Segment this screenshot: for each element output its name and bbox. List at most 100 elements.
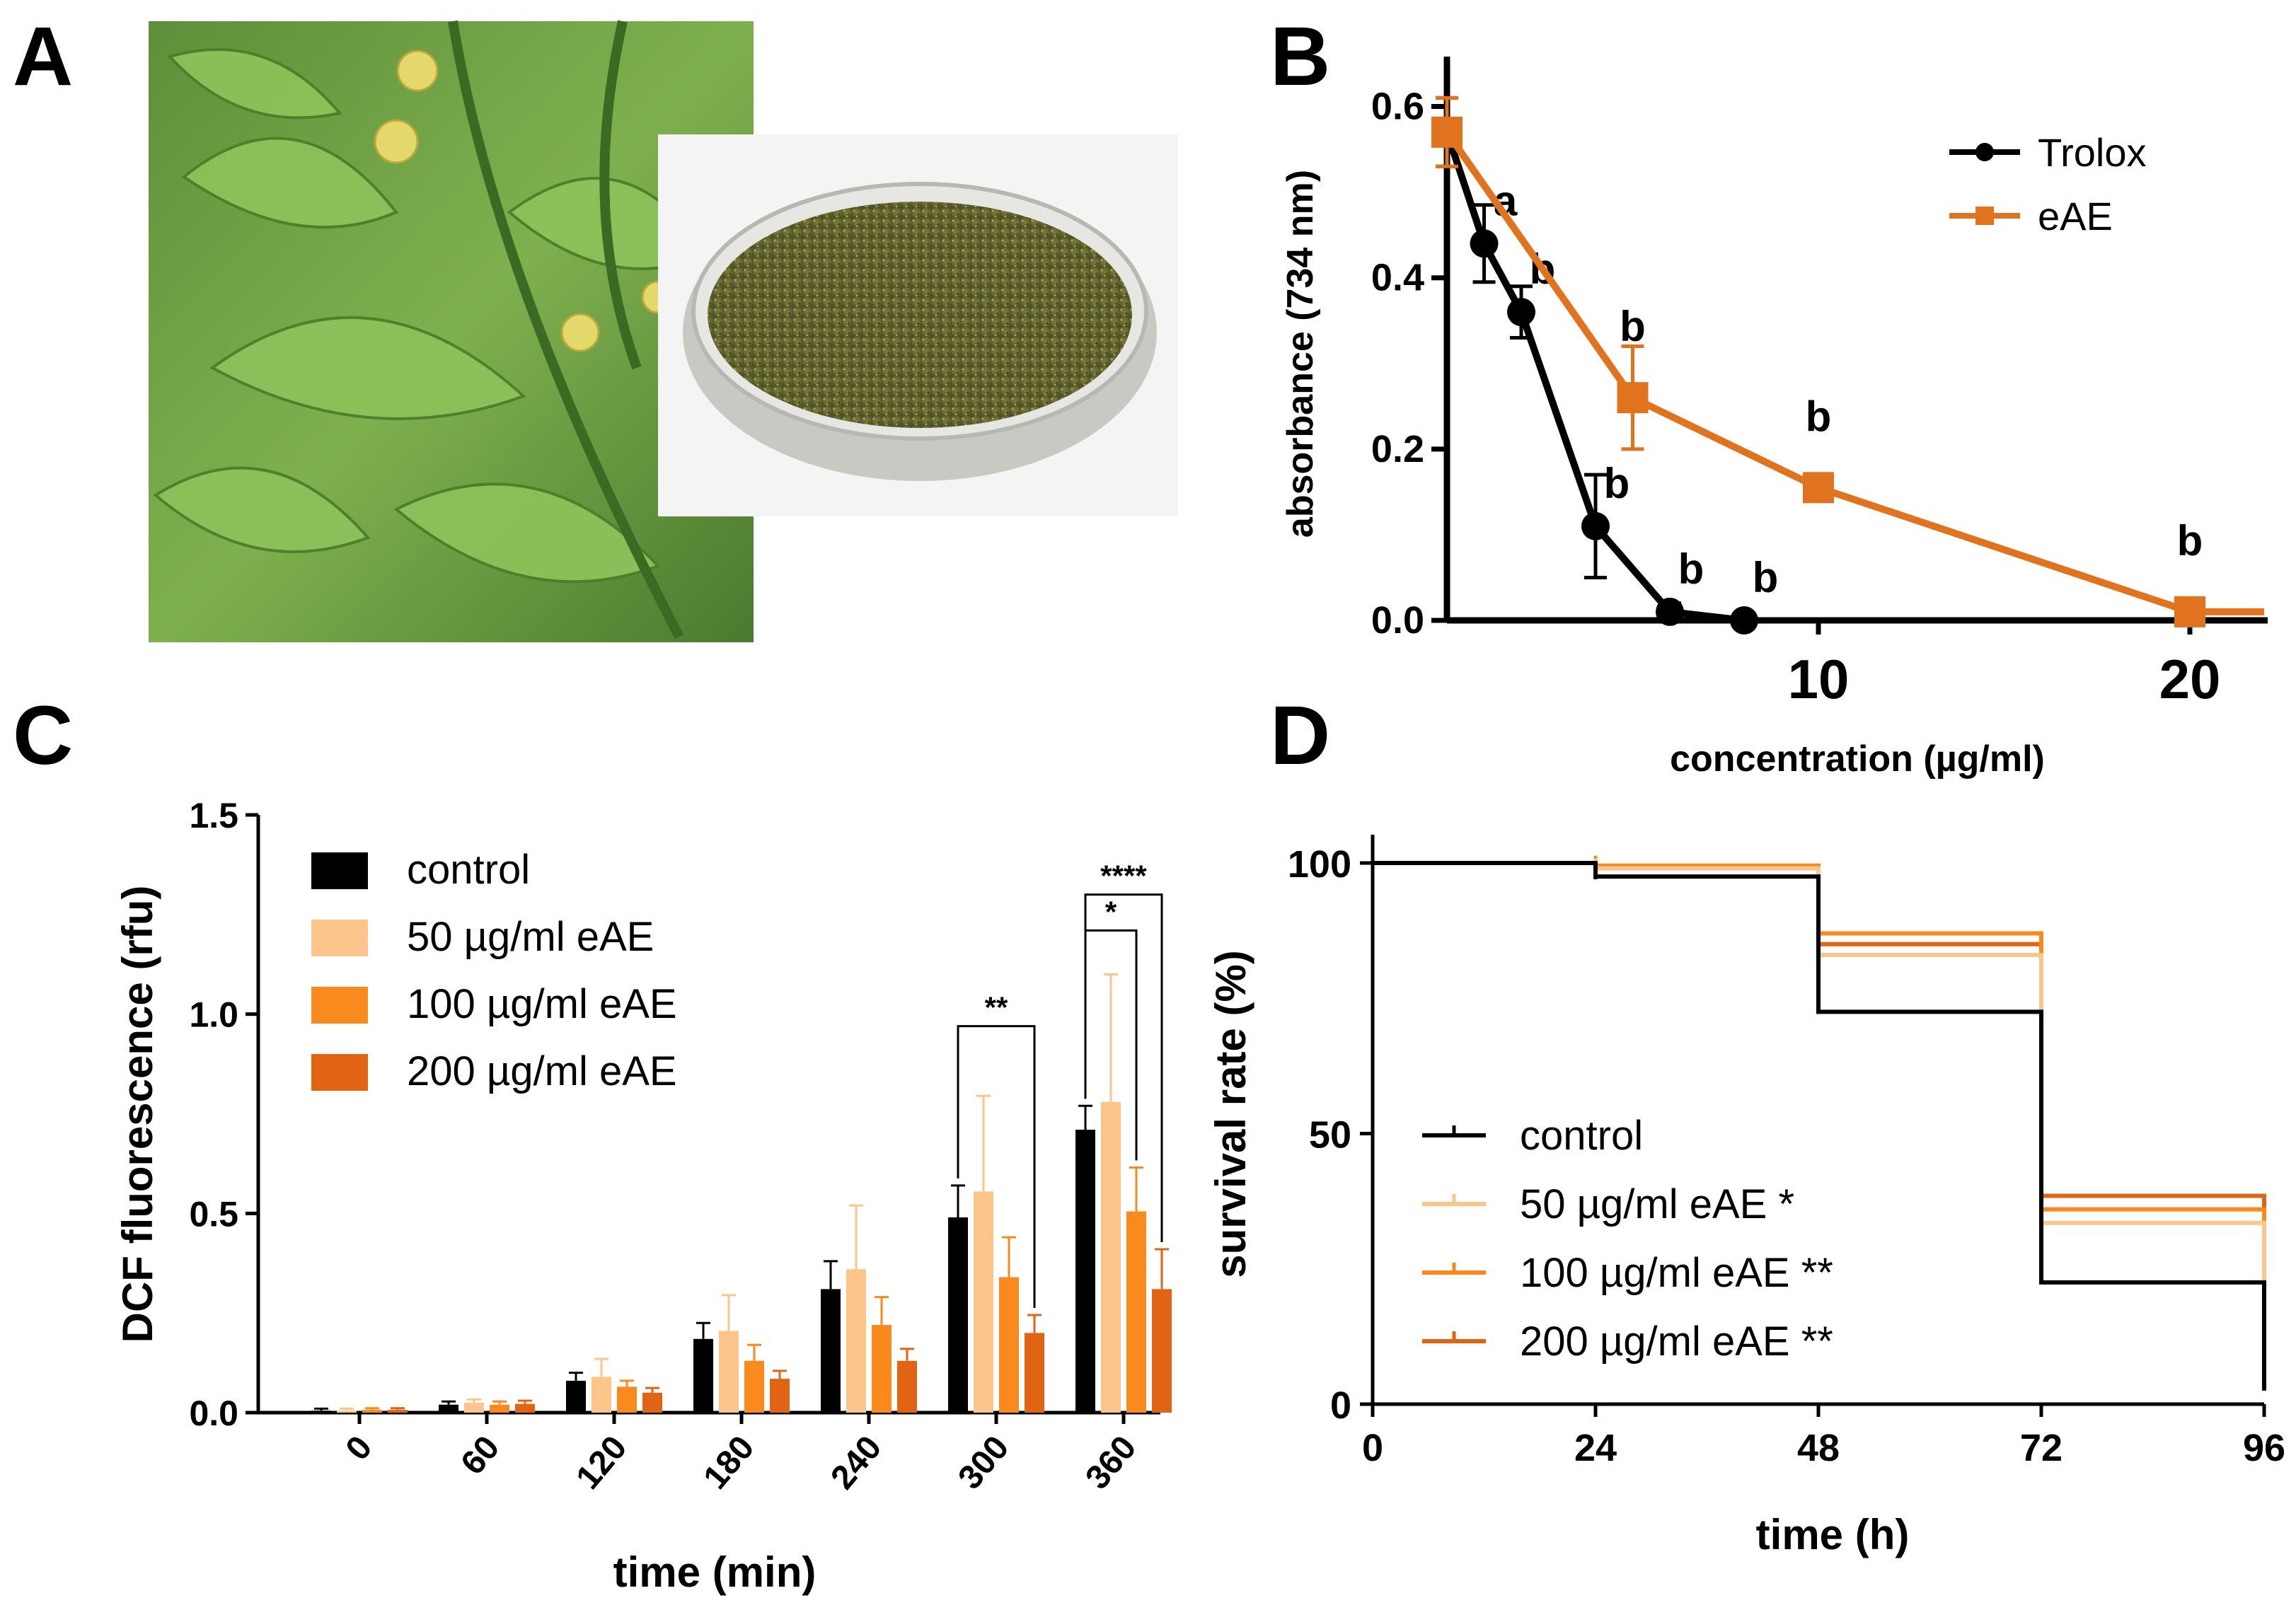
- c-bar-control: [566, 1380, 586, 1413]
- d-y-tick-label: 50: [1309, 1114, 1351, 1157]
- b-point-Trolox: [1470, 229, 1499, 258]
- chart-dcf-fluorescence: 0.0 0.5 1.0 1.5 0 60 120 180 240 300 360 time (mi…: [114, 796, 1172, 1596]
- c-bar-200 µg/ml eAE: [897, 1360, 917, 1413]
- c-y-axis-label: DCF fluorescence (rfu): [114, 886, 161, 1343]
- c-significance-label: ****: [1100, 859, 1147, 893]
- b-point-Trolox: [1656, 597, 1684, 626]
- b-point-Trolox: [1507, 298, 1535, 327]
- c-x-tick-label: 240: [824, 1429, 889, 1496]
- c-bar-100 µg/ml eAE: [362, 1410, 382, 1413]
- c-y-tick-label: 1.0: [189, 995, 238, 1035]
- c-legend-label: 100 µg/ml eAE: [407, 981, 677, 1027]
- b-significance-label: b: [1678, 545, 1704, 593]
- d-legend-label: control: [1520, 1113, 1643, 1159]
- c-bar-50 µg/ml eAE: [974, 1191, 993, 1413]
- b-y-tick-label: 0.2: [1371, 428, 1424, 470]
- c-bar-200 µg/ml eAE: [388, 1410, 408, 1413]
- c-bar-control: [821, 1289, 841, 1413]
- c-bar-100 µg/ml eAE: [1126, 1211, 1146, 1413]
- b-x-axis-label: concentration (µg/ml): [1670, 739, 2045, 780]
- b-series-line-eAE: [1443, 129, 2264, 615]
- panel-letter-b: B: [1270, 10, 1330, 103]
- b-legend-marker: [1975, 143, 1994, 161]
- c-bar-50 µg/ml eAE: [719, 1331, 739, 1413]
- d-x-tick-label: 24: [1574, 1427, 1617, 1469]
- chart-survival: 0 50 100 0 24 48 72 96 time (h) survival rate …: [1207, 835, 2285, 1558]
- chart-absorbance: 0.00.20.40.6 10 20 concentration (µg/ml) …: [1280, 57, 2268, 780]
- b-y-tick-label: 0.4: [1371, 257, 1424, 299]
- c-significance-label: **: [985, 991, 1008, 1024]
- c-bar-control: [1075, 1130, 1095, 1413]
- c-legend-label: 200 µg/ml eAE: [407, 1048, 677, 1094]
- b-legend-label: Trolox: [2038, 130, 2147, 175]
- c-legend-swatch: [311, 852, 368, 889]
- panel-letter-a: A: [13, 10, 73, 103]
- c-bar-50 µg/ml eAE: [592, 1377, 611, 1413]
- b-point-Trolox: [1581, 511, 1610, 540]
- c-legend-swatch: [311, 987, 368, 1024]
- b-significance-label: b: [1620, 303, 1646, 350]
- b-legend-label: eAE: [2038, 194, 2113, 238]
- c-x-tick-label: 300: [951, 1429, 1016, 1496]
- c-bar-200 µg/ml eAE: [515, 1403, 535, 1413]
- b-point-eAE: [1803, 472, 1834, 504]
- b-significance-label: b: [1604, 460, 1630, 507]
- c-legend-swatch: [311, 1054, 368, 1091]
- c-bar-control: [311, 1411, 331, 1413]
- c-x-tick-label: 60: [454, 1429, 507, 1482]
- c-y-tick-label: 0.5: [189, 1194, 238, 1234]
- c-bar-100 µg/ml eAE: [999, 1277, 1019, 1413]
- d-y-tick-label: 100: [1288, 843, 1351, 886]
- panel-letter-c: C: [13, 689, 73, 782]
- c-x-tick-label: 180: [696, 1429, 761, 1496]
- b-x-tick-label: 20: [2159, 648, 2221, 710]
- d-x-axis-label: time (h): [1756, 1511, 1910, 1558]
- b-significance-label: b: [2177, 517, 2203, 564]
- c-bar-50 µg/ml eAE: [846, 1269, 866, 1413]
- c-legend-label: control: [407, 847, 530, 893]
- c-bar-200 µg/ml eAE: [770, 1379, 790, 1413]
- b-point-eAE: [2174, 596, 2205, 627]
- b-y-axis-label: absorbance (734 nm): [1280, 170, 1321, 538]
- c-bar-200 µg/ml eAE: [642, 1392, 662, 1413]
- b-significance-label: b: [1753, 554, 1779, 601]
- c-bar-50 µg/ml eAE: [464, 1402, 484, 1413]
- c-bar-control: [693, 1338, 713, 1413]
- c-bar-control: [439, 1404, 458, 1413]
- d-legend-label: 100 µg/ml eAE **: [1520, 1250, 1833, 1296]
- plant-photo: [149, 20, 1178, 642]
- c-bar-100 µg/ml eAE: [617, 1386, 637, 1413]
- b-point-Trolox: [1730, 606, 1758, 635]
- d-x-tick-label: 0: [1362, 1427, 1383, 1469]
- c-y-tick-label: 0.0: [189, 1394, 238, 1433]
- d-y-axis-label: survival rate (%): [1207, 950, 1254, 1278]
- d-x-tick-label: 96: [2243, 1427, 2285, 1469]
- c-bar-200 µg/ml eAE: [1025, 1333, 1044, 1413]
- c-bar-50 µg/ml eAE: [1101, 1101, 1121, 1413]
- b-significance-label: b: [1806, 393, 1832, 440]
- c-x-tick-label: 120: [569, 1429, 634, 1496]
- b-point-eAE: [1431, 116, 1463, 148]
- c-bar-50 µg/ml eAE: [337, 1411, 357, 1413]
- c-bar-control: [948, 1217, 968, 1413]
- c-x-axis-label: time (min): [613, 1548, 817, 1596]
- d-y-tick-label: 0: [1330, 1384, 1351, 1427]
- b-x-tick-label: 10: [1788, 648, 1850, 710]
- d-x-tick-label: 48: [1797, 1427, 1840, 1469]
- c-bar-200 µg/ml eAE: [1152, 1289, 1172, 1413]
- c-y-tick-label: 1.5: [189, 796, 238, 835]
- c-bar-100 µg/ml eAE: [744, 1360, 764, 1413]
- c-significance-bracket: [957, 1025, 1036, 1308]
- d-x-tick-label: 72: [2020, 1427, 2063, 1469]
- c-legend-label: 50 µg/ml eAE: [407, 914, 654, 960]
- b-point-eAE: [1617, 382, 1649, 414]
- b-y-tick-label: 0.0: [1371, 599, 1424, 642]
- panel-letter-d: D: [1270, 689, 1330, 782]
- c-significance-label: *: [1105, 895, 1117, 928]
- c-significance-bracket: [1084, 893, 1163, 1243]
- d-legend-label: 200 µg/ml eAE **: [1520, 1319, 1833, 1365]
- b-y-tick-label: 0.6: [1371, 86, 1424, 128]
- c-bar-100 µg/ml eAE: [872, 1325, 892, 1413]
- d-survival-curve-control: [1373, 861, 2266, 1391]
